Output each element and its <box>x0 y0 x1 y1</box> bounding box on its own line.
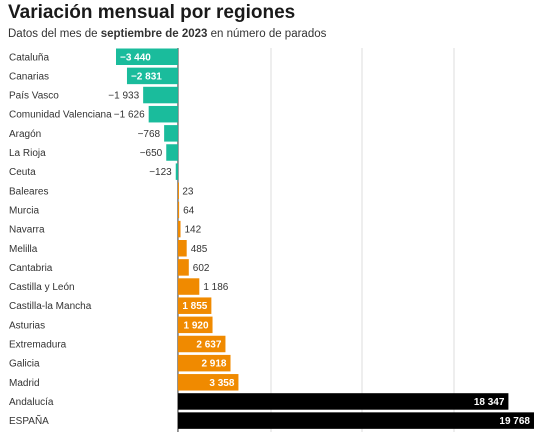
subtitle-suffix: en número de parados <box>207 28 327 40</box>
value-label: 18 347 <box>474 397 505 408</box>
category-label: Aragón <box>9 129 41 140</box>
category-label: Galicia <box>9 359 40 370</box>
bar <box>175 163 178 180</box>
subtitle-highlight: septiembre de 2023 <box>100 28 208 40</box>
bar <box>177 297 212 314</box>
category-label: Cantabria <box>9 263 53 274</box>
value-label: 64 <box>183 205 195 216</box>
value-label: 1 855 <box>182 301 207 312</box>
value-label: −123 <box>149 167 172 178</box>
value-label: −1 626 <box>114 110 145 121</box>
chart-title: Variación mensual por regiones <box>8 2 296 23</box>
label-layer: Cataluña −3 440 Canarias −2 831 País Vasco −1… <box>9 52 530 427</box>
category-label: Castilla y León <box>9 282 75 293</box>
category-label: Comunidad Valenciana <box>9 110 112 121</box>
category-label: Baleares <box>9 186 48 197</box>
value-label: 2 918 <box>201 359 226 370</box>
bar <box>177 354 231 372</box>
category-label: La Rioja <box>9 148 46 159</box>
bar <box>148 105 178 123</box>
bar <box>177 201 180 219</box>
value-label: 3 358 <box>209 378 234 389</box>
bar <box>126 67 178 85</box>
category-label: País Vasco <box>9 91 59 102</box>
bar <box>177 316 213 334</box>
bar <box>177 259 189 276</box>
value-label: 1 920 <box>184 320 209 331</box>
bar <box>164 125 178 142</box>
value-label: 142 <box>185 225 202 236</box>
bar <box>177 278 200 295</box>
category-label: Asturias <box>9 320 45 331</box>
category-label: Ceuta <box>9 167 36 178</box>
bar <box>177 374 239 391</box>
category-label: Cataluña <box>9 52 49 63</box>
value-label: 23 <box>182 186 194 197</box>
category-label: ESPAÑA <box>9 414 49 427</box>
bar <box>177 220 181 238</box>
bar <box>177 240 187 257</box>
bar <box>166 144 178 161</box>
category-label: Murcia <box>9 205 39 216</box>
category-label: Canarias <box>9 71 49 82</box>
bar-layer <box>116 48 534 429</box>
bar <box>143 86 178 104</box>
bar <box>177 335 226 353</box>
bar <box>116 48 178 65</box>
value-label: −3 440 <box>120 52 151 63</box>
category-label: Castilla-la Mancha <box>9 301 92 312</box>
bar <box>177 182 179 200</box>
category-label: Madrid <box>9 378 40 389</box>
subtitle-prefix: Datos del mes de <box>8 28 101 40</box>
category-label: Melilla <box>9 244 38 255</box>
value-label: −768 <box>138 129 161 140</box>
value-label: −1 933 <box>108 91 139 102</box>
value-label: 602 <box>193 263 210 274</box>
value-label: 19 768 <box>499 416 530 427</box>
value-label: 1 186 <box>203 282 228 293</box>
chart-subtitle: Datos del mes de septiembre de 2023 en n… <box>8 28 326 40</box>
value-label: −2 831 <box>131 71 162 82</box>
bar <box>177 393 509 410</box>
category-label: Extremadura <box>9 340 67 351</box>
category-label: Andalucía <box>9 397 54 408</box>
bar <box>177 412 534 429</box>
value-label: 485 <box>191 244 208 255</box>
category-label: Navarra <box>9 225 45 236</box>
value-label: 2 637 <box>196 340 221 351</box>
value-label: −650 <box>140 148 163 159</box>
